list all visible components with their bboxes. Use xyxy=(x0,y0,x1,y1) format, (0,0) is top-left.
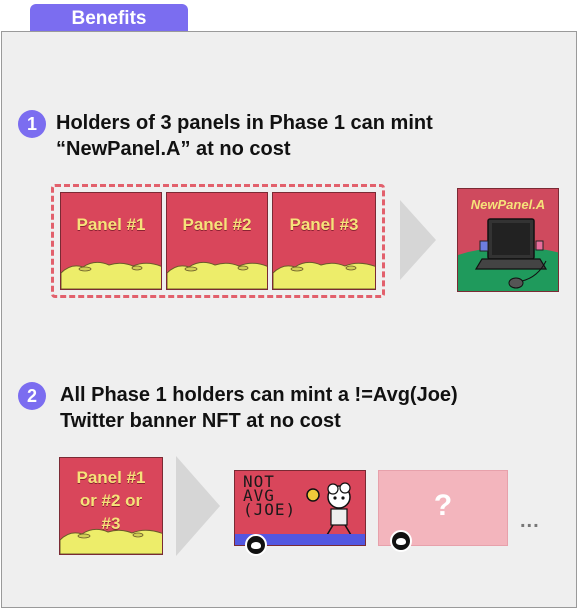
panel-set-outline xyxy=(51,184,385,298)
banner-blue-strip xyxy=(235,534,365,545)
step-2-number-badge: 2 xyxy=(18,382,46,410)
step-2: 2 All Phase 1 holders can mint a !=Avg(J… xyxy=(18,382,458,434)
new-panel-a-image: NewPanel.A xyxy=(457,188,559,292)
step-1-line-2: “NewPanel.A” at no cost xyxy=(56,138,291,160)
question-mark-label: ? xyxy=(433,489,453,522)
any-phase-1-panel-image: Panel #1 or #2 or #3 xyxy=(59,457,163,555)
panel-1-label: Panel #1 xyxy=(76,215,146,234)
banner-title-line-3: (JOE) xyxy=(243,500,297,519)
avatar-icon xyxy=(245,534,267,556)
any-panel-label: Panel #1 or #2 or #3 xyxy=(60,466,162,535)
moon-surface-icon xyxy=(60,528,162,554)
not-avg-joe-banner-image: NOT AVG (JOE) xyxy=(234,470,366,546)
step-1-number-badge: 1 xyxy=(18,110,46,138)
step-2-line-1: All Phase 1 holders can mint a !=Avg(Joe… xyxy=(60,384,458,406)
banner-title: NOT AVG (JOE) xyxy=(243,472,297,519)
panel-3-label: Panel #3 xyxy=(289,215,359,234)
any-panel-label-line-3: #3 xyxy=(101,514,121,533)
laptop-icon xyxy=(458,218,558,291)
step-2-line-2: Twitter banner NFT at no cost xyxy=(60,410,341,432)
arrow-right-icon xyxy=(400,200,436,280)
step-1: 1 Holders of 3 panels in Phase 1 can min… xyxy=(18,110,433,162)
any-panel-label-line-1: Panel #1 xyxy=(76,468,146,487)
benefits-tab[interactable]: Benefits xyxy=(30,4,188,34)
panel-3-image: Panel #3 xyxy=(272,192,376,290)
new-panel-a-label: NewPanel.A xyxy=(470,197,546,212)
moon-surface-icon xyxy=(61,261,161,289)
arrow-right-icon xyxy=(176,456,220,556)
step-1-line-1: Holders of 3 panels in Phase 1 can mint xyxy=(56,112,433,134)
more-ellipsis: ... xyxy=(520,510,540,532)
moon-surface-icon xyxy=(167,261,267,289)
moon-surface-icon xyxy=(273,261,375,289)
panel-1-image: Panel #1 xyxy=(60,192,162,290)
step-1-text: Holders of 3 panels in Phase 1 can mint … xyxy=(56,110,433,162)
panel-2-label: Panel #2 xyxy=(182,215,252,234)
avatar-icon xyxy=(390,530,412,552)
banner-title-line-1: NOT xyxy=(243,472,275,491)
panel-2-image: Panel #2 xyxy=(166,192,268,290)
banner-title-line-2: AVG xyxy=(243,486,275,505)
joe-character-icon xyxy=(306,482,352,536)
any-panel-label-line-2: or #2 or xyxy=(79,491,143,510)
step-2-text: All Phase 1 holders can mint a !=Avg(Joe… xyxy=(60,382,458,434)
